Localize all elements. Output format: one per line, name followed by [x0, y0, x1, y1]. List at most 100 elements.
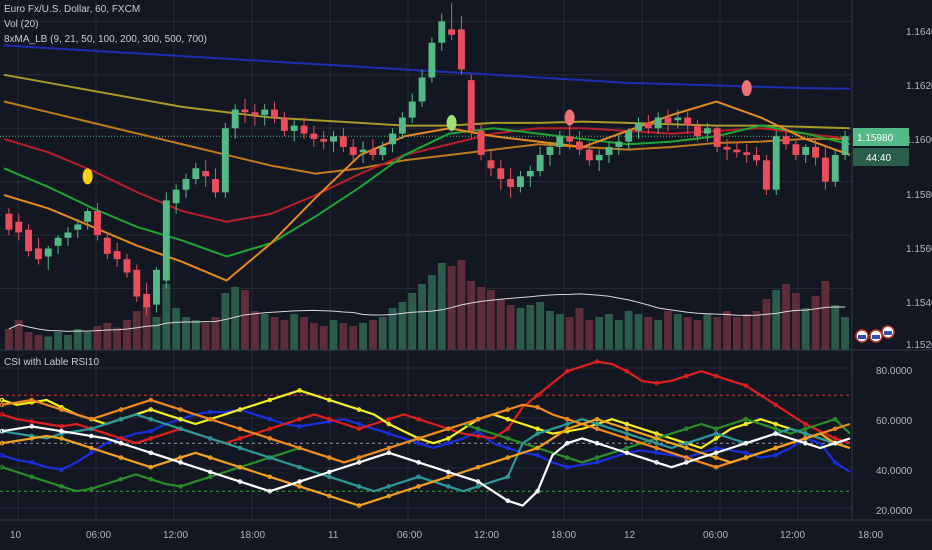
indicator-point — [475, 416, 481, 422]
price-tick: 1.16400 — [906, 27, 932, 38]
candles — [5, 2, 849, 316]
volume-bar — [831, 305, 840, 350]
countdown-tag — [853, 148, 909, 166]
indicator-point — [356, 484, 362, 489]
candle-body — [723, 146, 731, 150]
event-flag-stripe — [858, 335, 866, 339]
indicator-series-line — [1, 389, 851, 450]
volume-bar — [595, 317, 604, 350]
candle-body — [753, 154, 760, 161]
indicator-point — [654, 436, 659, 441]
candle-body — [221, 128, 229, 193]
indicator-point — [594, 416, 600, 422]
indicator-point — [237, 436, 243, 441]
candle-body — [605, 146, 613, 155]
indicator-point — [356, 421, 362, 427]
ma-legend[interactable]: 8xMA_LB (9, 21, 50, 100, 200, 300, 500, … — [4, 34, 207, 45]
indicator-point — [118, 455, 124, 460]
volume-bar — [182, 317, 190, 350]
indicator-point — [88, 445, 94, 451]
volume-bar — [791, 293, 800, 350]
indicator-point — [713, 431, 719, 436]
volume-bar — [260, 314, 269, 350]
indicator-point — [803, 426, 808, 432]
indicator-point — [773, 421, 778, 427]
candle-body — [684, 117, 692, 126]
candle-body — [15, 221, 23, 233]
indicator-point — [386, 493, 392, 499]
last-price-label: 1.15980 — [857, 133, 894, 144]
candle-body — [330, 136, 337, 142]
indicator-point — [207, 474, 213, 480]
indicator-point — [654, 445, 659, 451]
indicator-point — [743, 383, 749, 388]
indicator-point — [178, 460, 183, 465]
indicator-point — [267, 426, 273, 432]
indicator-point — [386, 484, 392, 489]
indicator-point — [446, 436, 451, 441]
indicator-point — [326, 493, 332, 499]
volume-ma-line — [8, 293, 846, 332]
event-flag-stripe — [884, 331, 892, 335]
indicator-point — [535, 445, 540, 451]
volume-bar — [546, 311, 554, 350]
volume-bar — [142, 305, 151, 350]
volume-bar — [398, 302, 407, 350]
indicator-point — [505, 407, 511, 412]
indicator-point — [386, 421, 392, 427]
indicator-point — [475, 464, 481, 470]
volume-bar — [172, 308, 181, 350]
indicator-legend[interactable]: CSI with Lable RSI10 — [4, 357, 100, 368]
indicator-point — [356, 407, 362, 412]
indicator-point — [713, 436, 719, 441]
indicator-point — [773, 431, 778, 436]
candle-body — [448, 29, 456, 35]
candle-body — [113, 251, 121, 260]
indicator-point — [356, 503, 362, 508]
volume-bar — [4, 329, 13, 350]
indicator-point — [29, 397, 35, 403]
volume-bar — [801, 308, 810, 350]
indicator-point — [29, 436, 35, 441]
volume-bar — [536, 302, 545, 350]
indicator-point — [0, 412, 5, 417]
price-tick: 1.16200 — [906, 81, 932, 92]
volume-legend[interactable]: Vol (20) — [4, 19, 39, 30]
indicator-point — [356, 455, 362, 460]
indicator-point — [684, 460, 689, 465]
indicator-point — [29, 474, 35, 480]
indicator-point — [773, 426, 778, 432]
candle-body — [94, 211, 101, 236]
indicator-series-line — [1, 398, 851, 469]
candle-body — [202, 170, 210, 177]
event-flags[interactable] — [855, 325, 895, 343]
indicator-point — [743, 440, 749, 446]
indicator-tick: 80.0000 — [876, 366, 913, 377]
volume-bar — [841, 317, 850, 350]
candle-body — [438, 21, 446, 43]
candle-body — [654, 117, 662, 129]
indicator-point — [535, 404, 540, 410]
indicator-point — [237, 407, 243, 412]
indicator-point — [684, 426, 689, 432]
signal-marker — [82, 168, 93, 185]
indicator-point — [267, 436, 273, 441]
indicator-point — [386, 416, 392, 422]
indicator-point — [416, 416, 421, 422]
candle-body — [576, 141, 583, 150]
candle-body — [212, 179, 219, 193]
volume-bar — [54, 332, 63, 350]
candle-body — [74, 224, 82, 230]
candle-body — [841, 136, 849, 155]
indicator-point — [118, 416, 124, 422]
indicator-point — [148, 397, 154, 403]
indicator-point — [88, 433, 94, 439]
candle-body — [694, 125, 701, 137]
indicator-point — [267, 474, 273, 480]
indicator-series-line — [1, 408, 851, 473]
symbol-legend[interactable]: Euro Fx/U.S. Dollar, 60, FXCM — [4, 4, 141, 15]
volume-bar — [723, 311, 731, 350]
candle-body — [477, 130, 485, 155]
indicator-point — [356, 426, 362, 432]
volume-bar — [319, 326, 328, 350]
